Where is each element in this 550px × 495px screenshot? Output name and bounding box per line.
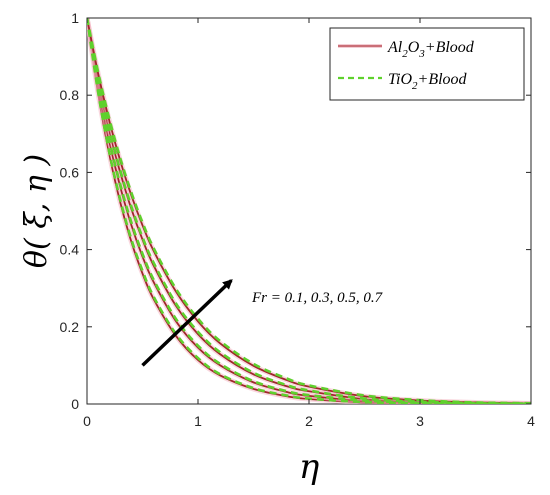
y-tick-label: 0.2 [60,319,80,335]
y-tick-label: 0.8 [60,87,80,103]
series-tio2-blood-fr-0_3 [87,18,531,404]
x-axis-label: η [299,447,320,487]
x-tick-label: 3 [416,413,424,429]
tick-layer: 0 1 2 3 400.20.40.60.81 [60,10,536,429]
x-tick-label: 4 [527,413,535,429]
x-tick-label: 1 [194,413,202,429]
y-tick-label: 0 [71,396,79,412]
y-tick-label: 0.6 [60,164,80,180]
y-axis-label: θ( ξ, η ) [19,154,54,268]
legend-ti-base: TiO [388,71,412,88]
legend-entry-tio2-blood: TiO2+Blood [388,71,468,92]
y-tick-label: 0.4 [60,242,80,258]
x-tick-label: 0 [83,413,91,429]
legend-al-sub2: 3 [418,48,425,60]
y-tick-label: 1 [71,10,79,26]
annotation-text: Fr = 0.1, 0.3, 0.5, 0.7 [251,290,384,306]
annotation: Fr = 0.1, 0.3, 0.5, 0.7 [141,279,384,367]
x-tick-label: 2 [305,413,313,429]
legend-al-base: Al [387,39,403,56]
series-layer [87,18,531,404]
legend-entry-al2o3-blood: Al2O3+Blood [387,39,475,60]
annotation-arrow [141,279,233,367]
series-tio2-blood-fr-0_7 [87,18,531,404]
legend-al-mid: O [408,39,420,56]
legend-ti-rest: +Blood [418,71,468,88]
legend-al-rest: +Blood [425,39,475,56]
series-tio2-blood-fr-0_5 [87,18,531,404]
legend: Al2O3+Blood TiO2+Blood [329,27,525,101]
legend-ti-sub1: 2 [412,80,418,92]
legend-al-sub1: 2 [402,48,408,60]
legend-box [329,27,525,101]
